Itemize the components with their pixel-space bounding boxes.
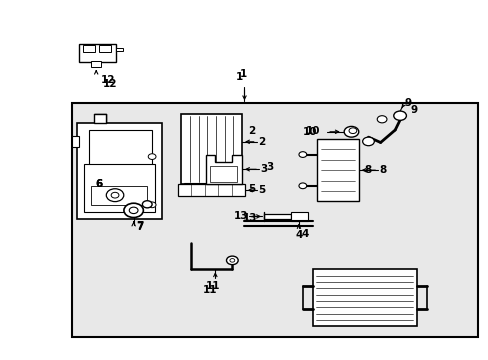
Text: 4: 4	[301, 229, 308, 239]
Bar	[91, 186, 147, 205]
Bar	[99, 45, 111, 53]
Circle shape	[129, 207, 138, 213]
Bar	[84, 164, 154, 212]
Text: 4: 4	[295, 230, 302, 240]
Text: 11: 11	[203, 285, 217, 296]
Circle shape	[148, 154, 156, 159]
Circle shape	[393, 111, 406, 120]
Text: 8: 8	[378, 165, 386, 175]
Circle shape	[362, 137, 373, 146]
Bar	[89, 130, 152, 166]
Bar	[290, 212, 307, 221]
Circle shape	[142, 201, 152, 208]
Circle shape	[229, 258, 234, 262]
Text: 9: 9	[404, 98, 411, 108]
Bar	[181, 114, 242, 184]
Bar	[317, 139, 358, 202]
Circle shape	[111, 192, 119, 198]
Bar	[82, 45, 95, 53]
Text: 10: 10	[302, 127, 317, 137]
Bar	[91, 62, 101, 67]
Circle shape	[298, 183, 306, 189]
Text: 9: 9	[410, 105, 417, 114]
Polygon shape	[205, 155, 242, 184]
Polygon shape	[116, 48, 122, 51]
Bar	[264, 214, 290, 219]
Text: 2: 2	[247, 126, 255, 136]
Bar	[94, 114, 106, 123]
Bar	[79, 44, 116, 62]
Text: 3: 3	[260, 164, 267, 174]
Circle shape	[226, 256, 238, 265]
Bar	[72, 136, 79, 147]
Text: 6: 6	[95, 179, 102, 189]
Text: 6: 6	[95, 179, 102, 189]
Bar	[312, 269, 416, 327]
Text: 3: 3	[266, 162, 273, 172]
Circle shape	[123, 203, 143, 217]
Text: 12: 12	[102, 79, 117, 89]
Bar	[178, 184, 244, 196]
Text: 7: 7	[136, 222, 143, 232]
Text: 10: 10	[305, 126, 320, 136]
Bar	[77, 123, 162, 219]
Text: 1: 1	[239, 69, 246, 79]
Bar	[210, 166, 237, 182]
Bar	[183, 183, 239, 191]
Text: 1: 1	[236, 72, 243, 82]
Bar	[72, 103, 477, 337]
Text: 8: 8	[364, 165, 371, 175]
Text: 13: 13	[233, 211, 248, 221]
Circle shape	[298, 152, 306, 157]
Circle shape	[148, 202, 156, 208]
Circle shape	[376, 116, 386, 123]
Circle shape	[344, 126, 358, 137]
Text: 12: 12	[101, 75, 115, 85]
Circle shape	[106, 189, 123, 202]
Text: 5: 5	[258, 185, 265, 195]
Circle shape	[348, 128, 356, 134]
Text: 13: 13	[242, 212, 257, 222]
Text: 11: 11	[205, 281, 220, 291]
Text: 2: 2	[257, 137, 264, 147]
Text: 5: 5	[248, 184, 255, 194]
Text: 7: 7	[136, 221, 143, 231]
